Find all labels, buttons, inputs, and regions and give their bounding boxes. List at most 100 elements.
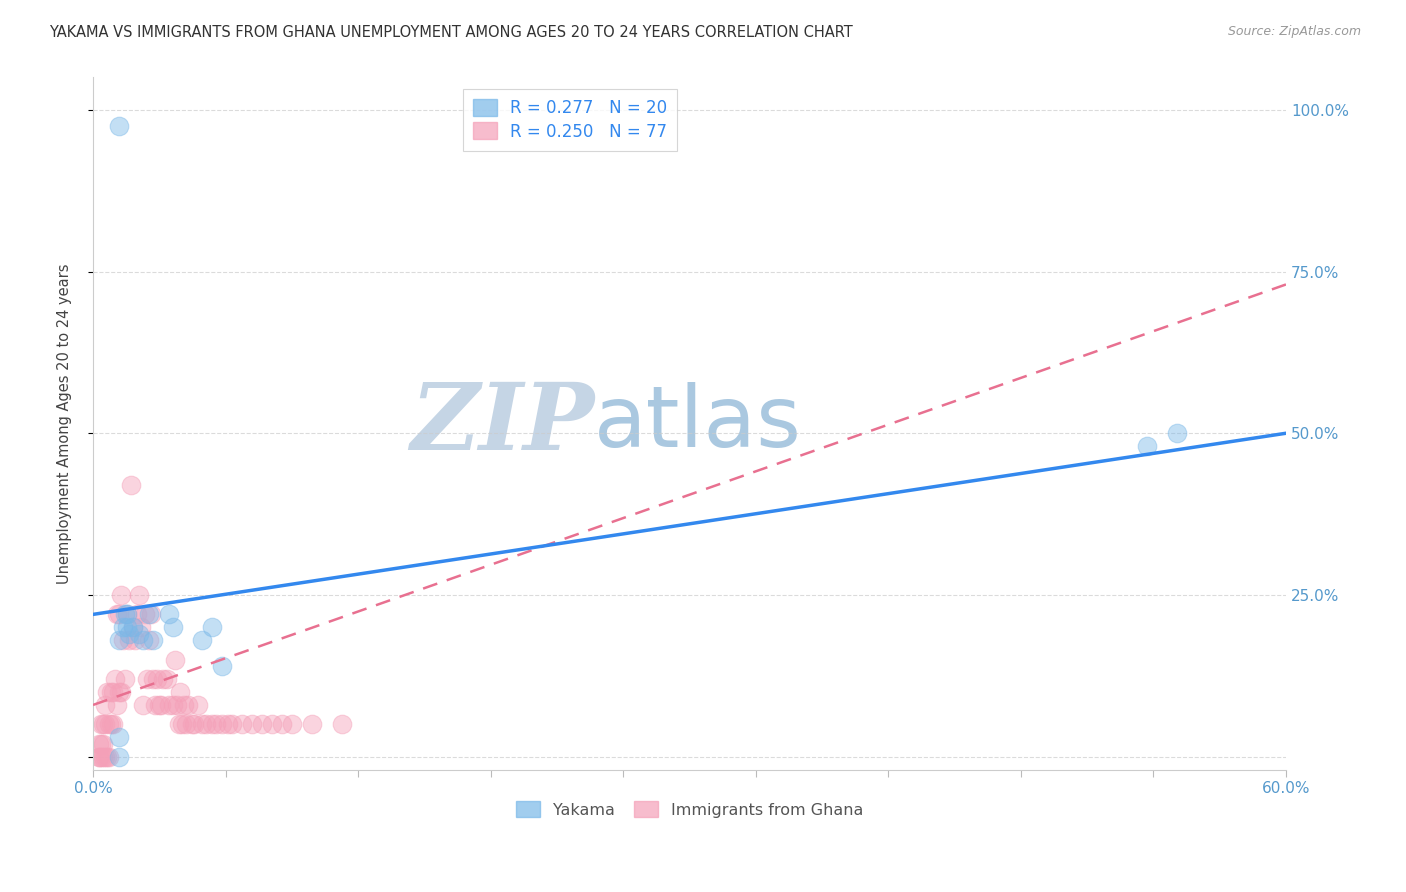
Point	[1166, 426, 1188, 441]
Point	[330, 717, 353, 731]
Point	[260, 717, 283, 731]
Point	[135, 672, 157, 686]
Point	[172, 717, 194, 731]
Point	[270, 717, 292, 731]
Point	[173, 698, 195, 712]
Point	[94, 717, 117, 731]
Point	[104, 672, 127, 686]
Point	[94, 749, 117, 764]
Point	[100, 717, 122, 731]
Legend: Yakama, Immigrants from Ghana: Yakama, Immigrants from Ghana	[509, 795, 869, 824]
Point	[301, 717, 323, 731]
Point	[181, 717, 204, 731]
Point	[145, 672, 167, 686]
Point	[114, 672, 136, 686]
Point	[183, 717, 205, 731]
Point	[115, 607, 138, 622]
Text: YAKAMA VS IMMIGRANTS FROM GHANA UNEMPLOYMENT AMONG AGES 20 TO 24 YEARS CORRELATI: YAKAMA VS IMMIGRANTS FROM GHANA UNEMPLOY…	[49, 25, 853, 40]
Point	[97, 749, 120, 764]
Point	[108, 633, 131, 648]
Point	[91, 737, 114, 751]
Point	[96, 749, 118, 764]
Point	[201, 717, 224, 731]
Point	[87, 737, 110, 751]
Point	[155, 672, 177, 686]
Point	[132, 633, 155, 648]
Point	[115, 607, 138, 622]
Point	[191, 633, 214, 648]
Point	[90, 717, 112, 731]
Point	[94, 698, 117, 712]
Point	[90, 737, 112, 751]
Point	[176, 717, 198, 731]
Point	[143, 698, 166, 712]
Point	[108, 119, 131, 133]
Point	[114, 607, 136, 622]
Point	[97, 717, 120, 731]
Point	[191, 717, 214, 731]
Text: ZIP: ZIP	[409, 378, 595, 468]
Point	[231, 717, 253, 731]
Point	[128, 588, 150, 602]
Point	[1136, 439, 1159, 453]
Point	[281, 717, 304, 731]
Point	[111, 633, 134, 648]
Point	[221, 717, 243, 731]
Point	[120, 478, 142, 492]
Point	[217, 717, 239, 731]
Point	[162, 620, 184, 634]
Point	[90, 749, 112, 764]
Point	[205, 717, 228, 731]
Point	[91, 749, 114, 764]
Point	[167, 717, 190, 731]
Point	[132, 698, 155, 712]
Y-axis label: Unemployment Among Ages 20 to 24 years: Unemployment Among Ages 20 to 24 years	[58, 263, 72, 583]
Point	[157, 698, 180, 712]
Point	[100, 685, 122, 699]
Point	[118, 633, 141, 648]
Point	[101, 685, 124, 699]
Point	[108, 731, 131, 745]
Point	[152, 672, 174, 686]
Point	[96, 685, 118, 699]
Point	[177, 698, 200, 712]
Point	[250, 717, 273, 731]
Point	[121, 620, 143, 634]
Text: atlas: atlas	[595, 382, 801, 465]
Point	[124, 633, 146, 648]
Text: Source: ZipAtlas.com: Source: ZipAtlas.com	[1227, 25, 1361, 38]
Point	[87, 749, 110, 764]
Point	[121, 620, 143, 634]
Point	[162, 698, 184, 712]
Point	[108, 607, 131, 622]
Point	[211, 717, 233, 731]
Point	[105, 607, 128, 622]
Point	[115, 620, 138, 634]
Point	[129, 620, 152, 634]
Point	[111, 620, 134, 634]
Point	[108, 749, 131, 764]
Point	[195, 717, 218, 731]
Point	[211, 659, 233, 673]
Point	[169, 685, 191, 699]
Point	[108, 685, 131, 699]
Point	[134, 607, 156, 622]
Point	[87, 749, 110, 764]
Point	[149, 698, 172, 712]
Point	[142, 633, 165, 648]
Point	[138, 607, 160, 622]
Point	[128, 627, 150, 641]
Point	[148, 698, 170, 712]
Point	[139, 607, 162, 622]
Point	[125, 607, 148, 622]
Point	[110, 588, 132, 602]
Point	[166, 698, 188, 712]
Point	[118, 627, 141, 641]
Point	[142, 672, 165, 686]
Point	[240, 717, 263, 731]
Point	[110, 685, 132, 699]
Point	[201, 620, 224, 634]
Point	[105, 698, 128, 712]
Point	[187, 698, 209, 712]
Point	[157, 607, 180, 622]
